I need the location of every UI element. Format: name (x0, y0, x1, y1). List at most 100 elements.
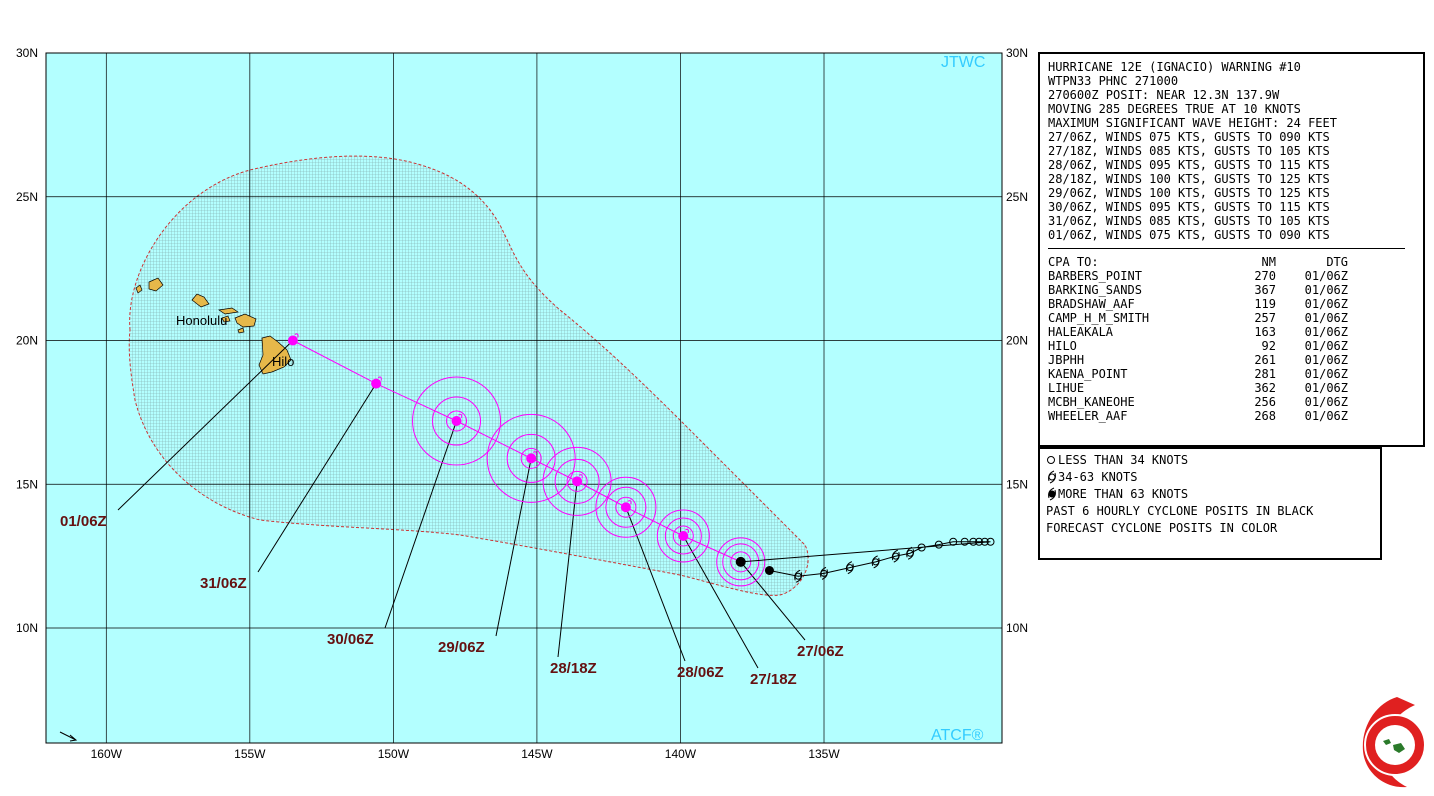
jtwc-seal-logo (1362, 697, 1426, 788)
latitude-labels-left: 30N 25N 20N 15N 10N (16, 46, 38, 635)
cpa-distance: 119 (1254, 297, 1276, 311)
wind-radius-circle (446, 410, 468, 432)
cpa-distance: 281 (1254, 367, 1276, 381)
lat-label-left: 10N (16, 621, 38, 635)
cpa-location: JBPHH (1048, 353, 1085, 367)
legend-row-less-34: LESS THAN 34 KNOTS (1046, 451, 1374, 468)
island-kauai (148, 277, 164, 292)
tropical-storm-icon (871, 555, 880, 569)
island-hawaii (258, 335, 292, 375)
past-track-line (740, 541, 991, 577)
warning-posit: 270600Z POSIT: NEAR 12.3N 137.9W (1048, 88, 1280, 102)
tropical-storm-icon (820, 566, 828, 580)
cpa-distance: 257 (1254, 311, 1276, 325)
island-oahu (191, 293, 210, 308)
island-molokai (218, 307, 239, 315)
island-kahoolawe (237, 327, 245, 334)
forecast-hurricane-icon (287, 333, 299, 346)
cpa-header-name: CPA TO: (1048, 255, 1099, 269)
wind-radius-circle (566, 470, 588, 492)
cpa-dtg: 01/06Z (1304, 353, 1348, 367)
atcf-label: ATCF® (931, 727, 984, 744)
current-position-icon (735, 556, 746, 567)
hawaiian-islands (135, 277, 292, 375)
warning-divider (1048, 248, 1405, 249)
cpa-header-row: CPA TO: NM DTG (1048, 255, 1415, 269)
dtg-label: 27/06Z (797, 643, 844, 660)
cpa-dtg: 01/06Z (1304, 283, 1348, 297)
wind-radius-circle (722, 543, 760, 581)
map-frame (45, 52, 1003, 744)
cpa-row: BRADSHAW_AAF 119 01/06Z (1048, 297, 1415, 311)
cpa-distance: 362 (1254, 381, 1276, 395)
cpa-row: HILO 92 01/06Z (1048, 339, 1415, 353)
past-track-symbols (764, 537, 995, 583)
place-label-hilo: Hilo (272, 354, 294, 369)
forecast-hurricane-icon (451, 413, 463, 426)
latitude-labels-right: 30N 25N 20N 15N 10N (1006, 46, 1028, 635)
lat-label-right: 10N (1006, 621, 1028, 635)
legend-past-text: PAST 6 HOURLY CYCLONE POSITS IN BLACK (1046, 503, 1314, 518)
wind-radius-circle (520, 447, 542, 469)
lat-label-left: 25N (16, 190, 38, 204)
cpa-dtg: 01/06Z (1304, 367, 1348, 381)
lat-label-right: 20N (1006, 334, 1028, 348)
open-circle-icon (975, 537, 984, 546)
dtg-leader-lines (117, 340, 806, 669)
tropical-storm-icon (794, 569, 803, 583)
wind-forecast-line: 27/18Z, WINDS 085 KTS, GUSTS TO 105 KTS (1048, 144, 1330, 158)
wind-forecast-line: 30/06Z, WINDS 095 KTS, GUSTS TO 115 KTS (1048, 200, 1330, 214)
lat-label-right: 25N (1006, 190, 1028, 204)
dtg-label: 27/18Z (750, 671, 797, 688)
forecast-cone (128, 155, 809, 596)
wind-radius-circle (605, 486, 647, 528)
lon-label: 150W (378, 747, 410, 761)
lon-label: 135W (808, 747, 840, 761)
graticule (46, 53, 1002, 743)
cpa-distance: 92 (1261, 339, 1276, 353)
cpa-distance: 268 (1254, 409, 1276, 423)
longitude-labels: 160W 155W 150W 145W 140W 135W (91, 747, 841, 761)
dtg-label: 30/06Z (327, 631, 374, 648)
cpa-location: CAMP_H_M_SMITH (1048, 311, 1150, 325)
lon-label: 140W (665, 747, 697, 761)
cpa-dtg: 01/06Z (1304, 325, 1348, 339)
hurricane-icon (764, 566, 774, 575)
legend-row-34-63: 34-63 KNOTS (1046, 468, 1374, 485)
cpa-row: LIHUE 362 01/06Z (1048, 381, 1415, 395)
wind-radius-circle (412, 376, 502, 466)
cpa-distance: 261 (1254, 353, 1276, 367)
place-label-honolulu: Honolulu (176, 313, 227, 328)
forecast-hurricane-icon (620, 500, 632, 513)
cpa-row: BARBERS_POINT 270 01/06Z (1048, 269, 1415, 283)
lon-label: 155W (234, 747, 266, 761)
wind-radius-circle (730, 551, 752, 573)
cpa-location: MCBH_KANEOHE (1048, 395, 1135, 409)
hurricane-icon (1048, 487, 1056, 500)
cpa-row: KAENA_POINT 281 01/06Z (1048, 367, 1415, 381)
cpa-location: HALEAKALA (1048, 325, 1114, 339)
warning-header: WTPN33 PHNC 271000 (1048, 74, 1179, 88)
legend-row-more-63: MORE THAN 63 KNOTS (1046, 485, 1374, 502)
warning-wave-height: MAXIMUM SIGNIFICANT WAVE HEIGHT: 24 FEET (1048, 116, 1337, 130)
wind-forecast-line: 28/06Z, WINDS 095 KTS, GUSTS TO 115 KTS (1048, 158, 1330, 172)
lat-label-right: 30N (1006, 46, 1028, 60)
legend-label-less-34: LESS THAN 34 KNOTS (1058, 452, 1189, 467)
legend-forecast-text: FORECAST CYCLONE POSITS IN COLOR (1046, 520, 1278, 535)
legend-past-note: PAST 6 HOURLY CYCLONE POSITS IN BLACK (1046, 502, 1374, 519)
wind-radius-circle (656, 509, 710, 563)
cpa-table: BARBERS_POINT 270 01/06Z BARKING_SANDS 367 01… (1048, 269, 1415, 423)
legend-label-34-63: 34-63 KNOTS (1058, 469, 1138, 484)
cpa-distance: 367 (1254, 283, 1276, 297)
forecast-hurricane-icon (572, 474, 583, 487)
jtwc-label: JTWC (941, 54, 985, 71)
open-circle-icon (934, 540, 943, 549)
cpa-row: JBPHH 261 01/06Z (1048, 353, 1415, 367)
island-niihau (135, 284, 143, 294)
lat-label-right: 15N (1006, 477, 1028, 491)
warning-title: HURRICANE 12E (IGNACIO) WARNING #10 (1048, 60, 1301, 74)
cpa-row: MCBH_KANEOHE 256 01/06Z (1048, 395, 1415, 409)
cpa-dtg: 01/06Z (1304, 269, 1348, 283)
lat-label-left: 30N (16, 46, 38, 60)
wind-radius-circle (672, 525, 694, 547)
